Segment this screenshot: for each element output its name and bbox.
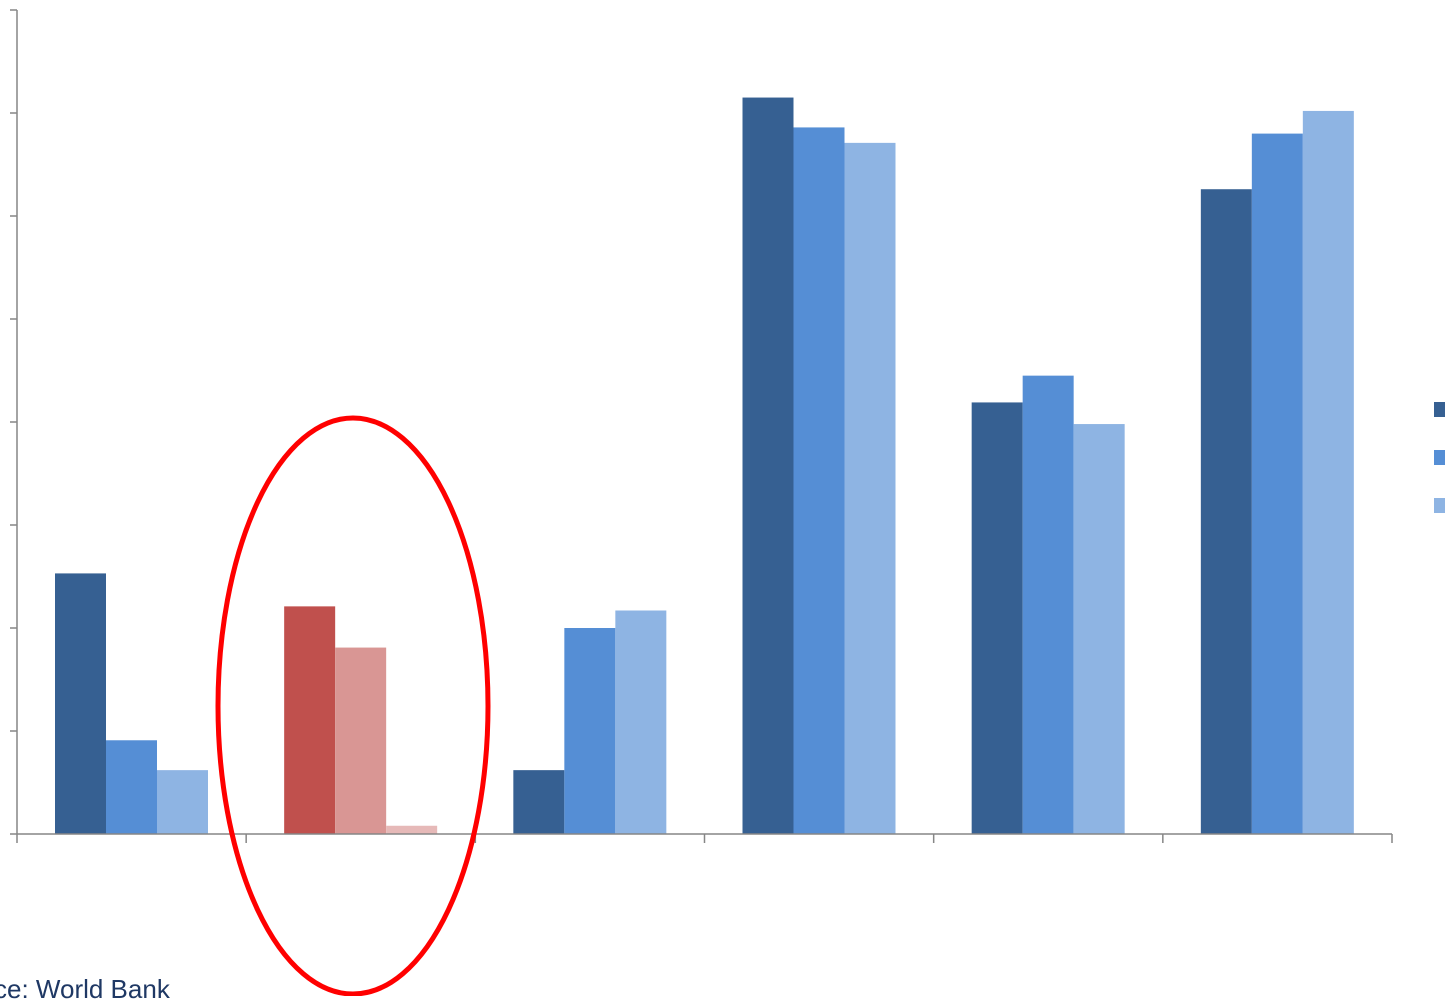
- bar: [386, 825, 438, 834]
- bar: [55, 573, 106, 834]
- bar: [971, 402, 1023, 834]
- bar: [564, 628, 616, 834]
- bar: [513, 770, 565, 834]
- bar: [1302, 110, 1354, 834]
- axes-layer: [10, 9, 1393, 843]
- legend-swatch: [1434, 402, 1445, 417]
- bar: [335, 647, 387, 834]
- bar: [742, 97, 794, 835]
- bar: [793, 127, 845, 835]
- bar: [615, 610, 667, 834]
- bar: [844, 142, 896, 834]
- bar: [284, 606, 336, 834]
- bars-layer: [55, 97, 1354, 835]
- legend-swatch: [1434, 450, 1445, 465]
- source-note: ce: World Bank: [0, 974, 170, 1004]
- highlight-ellipse: [215, 415, 491, 996]
- bar: [106, 740, 157, 834]
- bar: [1200, 189, 1252, 835]
- bar: [1022, 375, 1074, 834]
- bar: [157, 770, 208, 834]
- legend-swatch: [1434, 498, 1445, 513]
- annotations-layer: [215, 415, 491, 996]
- legend: [1434, 402, 1445, 513]
- bar: [1251, 133, 1303, 835]
- bar: [1073, 424, 1125, 834]
